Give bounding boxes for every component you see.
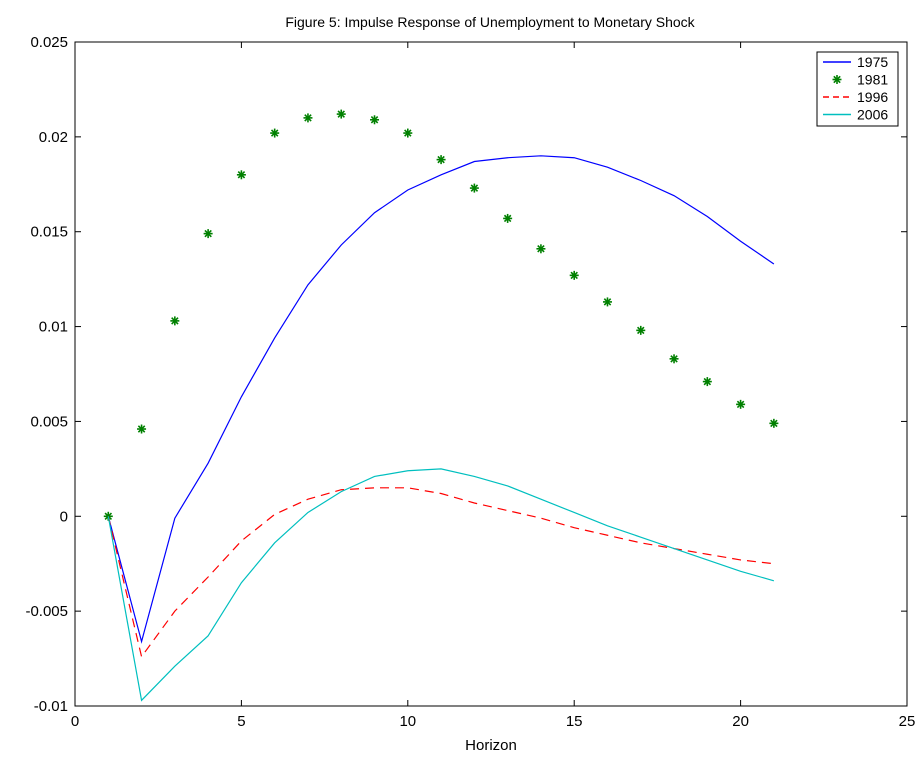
series-1975 (107, 155, 775, 644)
series-2006 (107, 468, 775, 702)
series-1981-point (636, 325, 646, 335)
series-1981-point (303, 113, 313, 123)
y-tick-label: 0.025 (30, 34, 68, 51)
legend-box (816, 51, 899, 127)
series-1981-point (270, 128, 280, 138)
axis-ticks: 0 5 10 15 20 25 -0.01 -0.005 0 0.005 0.01 0.015 0.02… (25, 34, 915, 730)
legend-label: 1996 (857, 89, 888, 105)
legend-item-1996: 1996 (823, 89, 888, 105)
y-tick-label: 0.005 (30, 413, 68, 430)
legend-item-1981: 1981 (832, 72, 888, 88)
legend-item-2006: 2006 (823, 107, 888, 123)
series-1981 (103, 109, 779, 521)
series-1981-point (536, 244, 546, 254)
y-tick-label: 0.01 (39, 319, 68, 336)
series-1981-point (203, 229, 213, 239)
plot-area (74, 41, 908, 707)
series-1981-point (469, 183, 479, 193)
legend-item-1975: 1975 (823, 54, 888, 70)
series-1981-point (236, 170, 246, 180)
series-1975-line (107, 155, 775, 644)
series-1996-line (107, 487, 774, 659)
legend-label: 1975 (857, 54, 888, 70)
x-tick-label: 20 (732, 713, 749, 730)
series-2006-line (107, 468, 775, 702)
series-1981-point (436, 155, 446, 165)
x-axis-label: Horizon (465, 737, 517, 754)
x-tick-label: 10 (399, 713, 416, 730)
legend-label: 2006 (857, 107, 888, 123)
legend-label: 1981 (857, 72, 888, 88)
series-1981-point (736, 399, 746, 409)
series-layer (103, 109, 779, 702)
x-tick-label: 25 (899, 713, 916, 730)
x-tick-label: 0 (71, 713, 79, 730)
y-tick-label: 0.02 (39, 129, 68, 146)
series-1981-point (137, 424, 147, 434)
legend-marker (832, 75, 842, 84)
y-tick-label: 0 (60, 508, 68, 525)
series-1981-point (403, 128, 413, 138)
series-1981-point (170, 316, 180, 326)
y-tick-label: -0.01 (34, 698, 68, 715)
series-1981-point (569, 270, 579, 280)
series-1981-point (370, 115, 380, 125)
series-1981-point (503, 213, 513, 223)
x-tick-label: 15 (566, 713, 583, 730)
series-1996 (107, 487, 774, 659)
series-1981-point (669, 354, 679, 364)
series-1981-point (702, 377, 712, 387)
chart-title: Figure 5: Impulse Response of Unemployme… (285, 14, 695, 30)
x-tick-label: 5 (237, 713, 245, 730)
y-tick-label: -0.005 (25, 603, 68, 620)
series-1981-point (336, 109, 346, 119)
series-1981-point (769, 418, 779, 428)
y-tick-label: 0.015 (30, 224, 68, 241)
series-1981-point (602, 297, 612, 307)
